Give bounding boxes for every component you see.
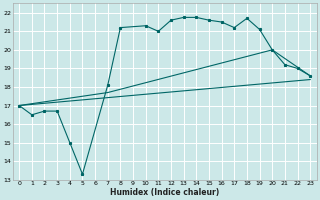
X-axis label: Humidex (Indice chaleur): Humidex (Indice chaleur) bbox=[110, 188, 219, 197]
